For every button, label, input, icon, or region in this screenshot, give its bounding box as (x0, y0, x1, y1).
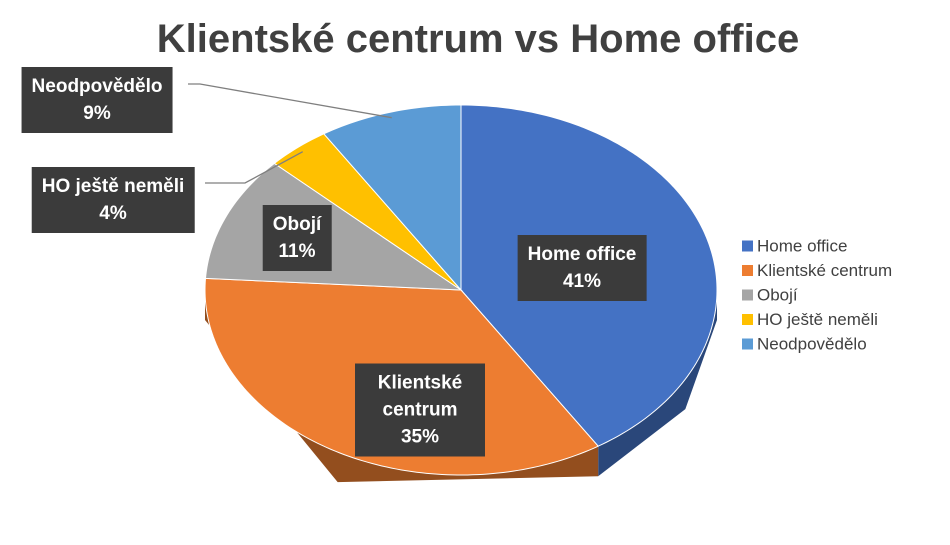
legend-label: Klientské centrum (757, 261, 892, 280)
legend-swatch (742, 338, 753, 350)
label-value: 9% (83, 103, 111, 124)
legend-label: Home office (757, 236, 847, 255)
label-value: 11% (278, 241, 316, 262)
chart-title: Klientské centrum vs Home office (157, 17, 799, 61)
label-category: HO ještě neměli (41, 176, 185, 197)
data-label: Neodpovědělo 9% (21, 67, 173, 133)
label-value: 4% (99, 203, 127, 224)
label-category: Obojí (272, 214, 322, 235)
pie-side (598, 290, 717, 477)
legend-label: Obojí (757, 285, 798, 304)
leader-line (205, 151, 304, 184)
legend-label: Neodpovědělo (757, 334, 867, 353)
pie-slice (273, 133, 462, 291)
pie-slice (323, 104, 462, 292)
legend-swatch (742, 289, 753, 301)
legend-label: HO ještě neměli (757, 310, 878, 329)
data-label: Obojí 11% (262, 205, 332, 271)
label-category: Home office (527, 244, 637, 265)
data-label: HO ještě neměli 4% (31, 167, 195, 233)
legend-swatch (742, 240, 753, 252)
data-label: Home office 41% (517, 235, 647, 301)
data-label: Klientské centrum 35% (355, 363, 485, 457)
label-category: Klientské centrum (377, 372, 463, 421)
pie-side (205, 290, 599, 483)
label-category: Neodpovědělo (31, 76, 163, 97)
legend-swatch (742, 265, 753, 276)
leader-line (188, 83, 392, 119)
label-value: 41% (562, 271, 602, 292)
label-value: 35% (400, 426, 440, 448)
legend-swatch (742, 314, 753, 325)
